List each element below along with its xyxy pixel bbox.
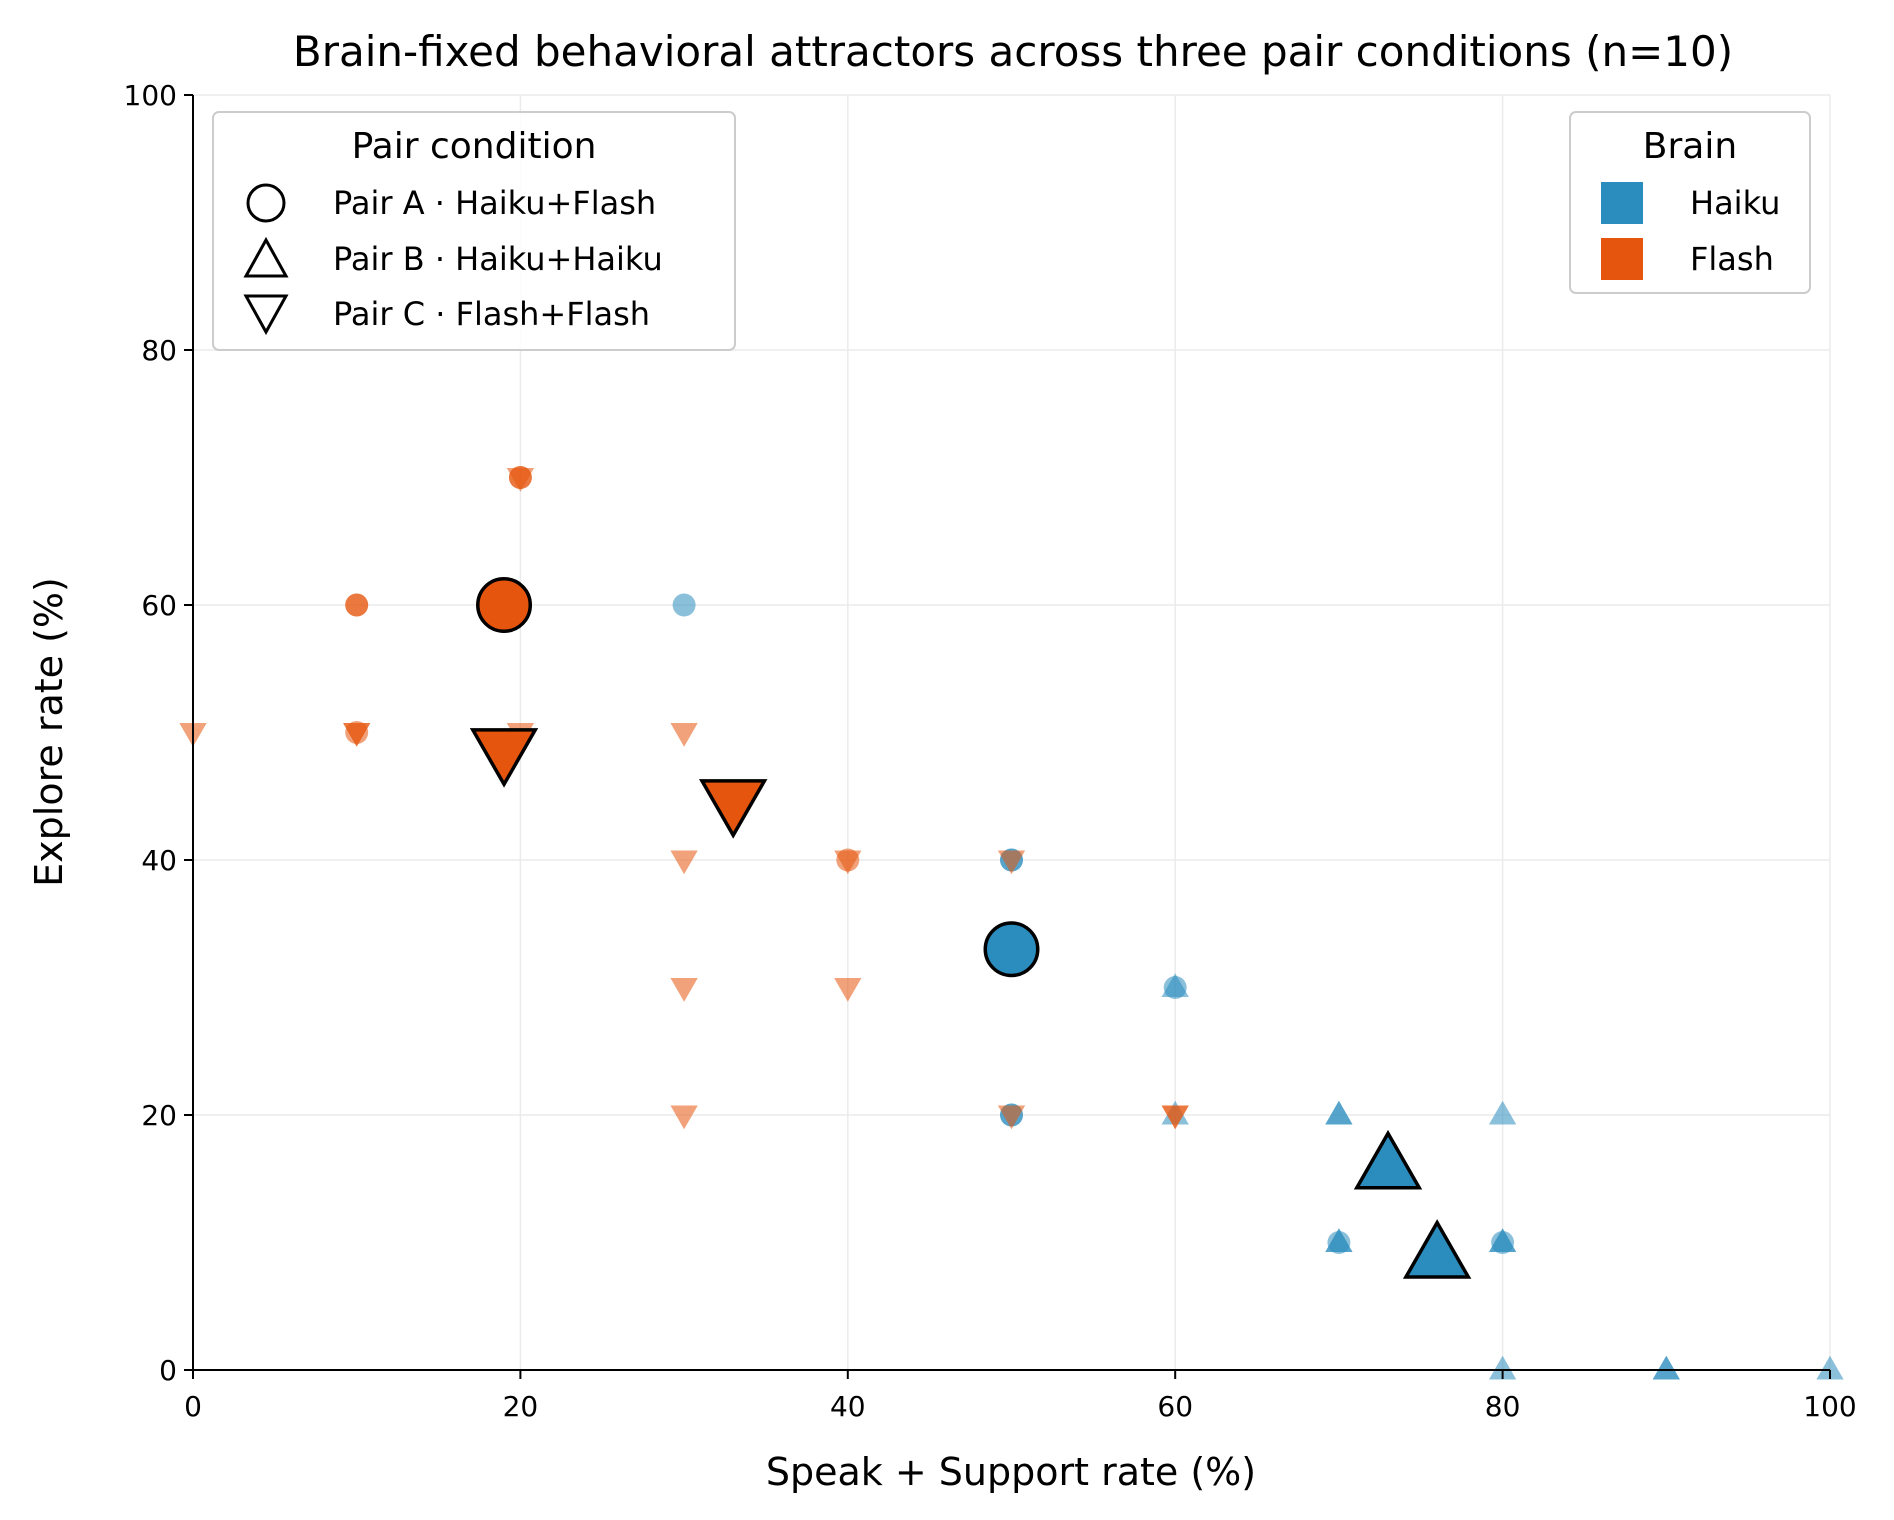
data-point: [506, 467, 535, 492]
mean-point: [469, 728, 539, 788]
brain-legend-label-haiku: Haiku: [1690, 184, 1780, 222]
x-ticks: 0 20 40 60 80 100: [184, 1370, 1857, 1423]
chart-title: Brain-fixed behavioral attractors across…: [293, 27, 1733, 76]
triangle-up-marker-icon: [243, 236, 289, 278]
y-tick-label: 0: [159, 1354, 177, 1387]
data-point: [670, 1105, 698, 1130]
y-tick-label: 40: [141, 844, 177, 877]
data-point: [670, 977, 698, 1002]
brain-legend-title: Brain: [1643, 126, 1737, 167]
pair-legend-title: Pair condition: [352, 126, 597, 167]
data-point: [1161, 1105, 1189, 1130]
mean-point: [983, 921, 1040, 978]
y-tick-label: 20: [141, 1099, 177, 1132]
brain-legend: Brain Haiku Flash: [1569, 111, 1811, 294]
triangle-down-marker-icon: [243, 294, 289, 336]
data-point: [1488, 1355, 1517, 1380]
x-tick-label: 80: [1485, 1390, 1521, 1423]
data-point: [997, 850, 1026, 875]
brain-legend-label-flash: Flash: [1690, 240, 1774, 278]
x-tick-label: 100: [1803, 1390, 1856, 1423]
pair-legend-box: [212, 111, 736, 351]
axes: [192, 95, 1830, 1371]
circle-marker-icon: [246, 183, 286, 223]
x-tick-label: 0: [184, 1390, 202, 1423]
data-point: [1325, 1100, 1353, 1125]
data-point: [345, 593, 369, 617]
data-point: [672, 593, 696, 617]
data-point: [1325, 1228, 1353, 1253]
data-point: [670, 850, 698, 875]
mean-point: [476, 577, 533, 633]
y-ticks: 0 20 40 60 80 100: [124, 79, 193, 1387]
data-point: [1488, 1228, 1517, 1253]
mean-point: [1353, 1129, 1423, 1190]
data-point: [1652, 1355, 1680, 1380]
pair-legend-label-c: Pair C · Flash+Flash: [333, 295, 650, 333]
y-tick-label: 80: [141, 334, 177, 367]
y-tick-label: 60: [141, 589, 177, 622]
y-axis-title: Explore rate (%): [27, 577, 71, 887]
pair-legend-label-b: Pair B · Haiku+Haiku: [333, 240, 663, 278]
data-point: [1488, 1100, 1517, 1125]
flash-color-swatch: [1601, 238, 1643, 280]
data-point: [997, 1105, 1026, 1130]
mean-point: [698, 779, 768, 839]
pair-legend-label-a: Pair A · Haiku+Flash: [333, 184, 656, 222]
x-tick-label: 60: [1157, 1390, 1193, 1423]
pair-condition-legend: Pair condition Pair A · Haiku+Flash Pair…: [212, 111, 736, 351]
data-points: [179, 466, 1844, 1380]
x-axis-title: Speak + Support rate (%): [766, 1450, 1256, 1494]
mean-markers: [469, 577, 1472, 1279]
data-point: [834, 850, 862, 875]
data-point: [834, 977, 862, 1002]
data-point: [670, 722, 698, 747]
data-point: [1816, 1355, 1844, 1380]
mean-point: [1402, 1219, 1472, 1279]
x-tick-label: 40: [830, 1390, 866, 1423]
x-tick-label: 20: [503, 1390, 539, 1423]
data-point: [1161, 973, 1189, 998]
data-point: [343, 722, 371, 747]
y-tick-label: 100: [124, 79, 177, 112]
haiku-color-swatch: [1601, 182, 1643, 224]
